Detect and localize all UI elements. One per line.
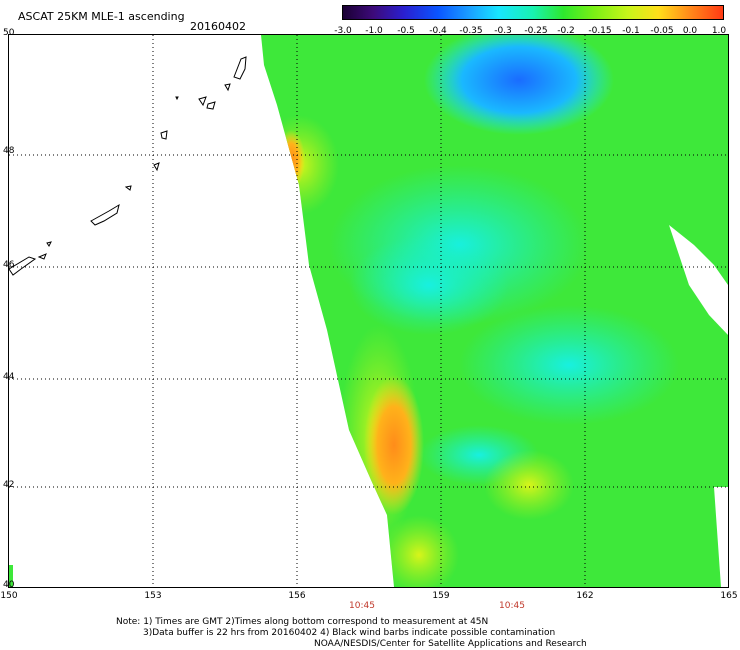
time-label: 10:45 — [499, 601, 525, 611]
time-label: 10:45 — [349, 601, 375, 611]
colorbar — [342, 5, 724, 20]
colorbar-label: -0.2 — [557, 26, 575, 36]
note-line-3: NOAA/NESDIS/Center for Satellite Applica… — [314, 639, 587, 649]
map-frame — [8, 34, 729, 588]
corner-swath-fragment — [9, 565, 13, 587]
colorbar-label: -0.05 — [650, 26, 674, 36]
colorbar-label: -3.0 — [334, 26, 352, 36]
colorbar-label: 1.0 — [711, 26, 727, 36]
lat-label: 46 — [3, 260, 15, 270]
colorbar-label: -0.4 — [429, 26, 447, 36]
colorbar-label: -0.1 — [622, 26, 640, 36]
lat-label: 40 — [3, 580, 15, 590]
map-grid — [9, 35, 728, 587]
colorbar-label: -0.25 — [524, 26, 548, 36]
lon-label: 159 — [432, 591, 450, 601]
product-title: ASCAT 25KM MLE-1 ascending — [18, 10, 185, 23]
map-canvas — [9, 35, 728, 587]
colorbar-label: -0.35 — [459, 26, 483, 36]
data-gap — [669, 225, 728, 335]
lat-label: 44 — [3, 372, 15, 382]
lat-label: 42 — [3, 480, 15, 490]
lon-label: 162 — [576, 591, 594, 601]
lat-label: 50 — [3, 28, 15, 38]
colorbar-label: 0.0 — [682, 26, 698, 36]
colorbar-label: -0.5 — [397, 26, 415, 36]
island-outlines — [9, 56, 247, 276]
lon-label: 165 — [720, 591, 738, 601]
product-date: 20160402 — [190, 20, 246, 33]
wind-swath — [261, 35, 728, 587]
colorbar-label: -0.3 — [494, 26, 512, 36]
note-line-2: 3)Data buffer is 22 hrs from 20160402 4)… — [143, 628, 556, 638]
lon-label: 156 — [288, 591, 306, 601]
note-line-1: Note: 1) Times are GMT 2)Times along bot… — [116, 617, 489, 627]
colorbar-label: -1.0 — [365, 26, 383, 36]
lon-label: 153 — [144, 591, 162, 601]
colorbar-label: -0.15 — [588, 26, 612, 36]
lon-label: 150 — [0, 591, 18, 601]
lat-label: 48 — [3, 146, 15, 156]
